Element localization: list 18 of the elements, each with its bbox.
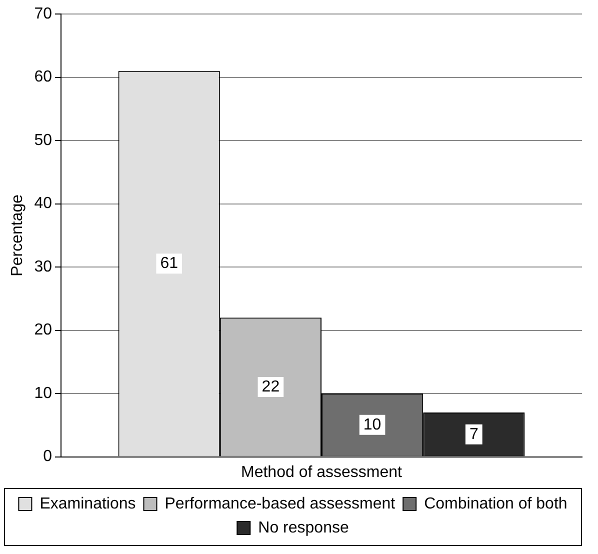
y-tick-label: 70 [34, 5, 52, 22]
data-label: 7 [469, 426, 478, 443]
y-tick-label: 30 [34, 258, 52, 276]
y-tick-label: 10 [34, 384, 52, 402]
y-tick-label: 50 [34, 132, 52, 149]
legend-label: No response [258, 519, 349, 536]
legend-label: Performance-based assessment [164, 495, 396, 512]
data-label: 61 [160, 255, 178, 272]
data-label: 10 [363, 416, 382, 434]
data-label: 22 [262, 378, 280, 396]
y-tick-label: 40 [34, 195, 52, 212]
y-axis-title: Percentage [9, 194, 26, 276]
y-tick-label: 20 [34, 322, 52, 339]
y-tick-label: 60 [34, 68, 52, 86]
y-tick-label: 0 [43, 448, 52, 466]
legend-label: Examinations [40, 495, 136, 512]
x-tick-label: Method of assessment [241, 464, 403, 481]
legend-label: Combination of both [424, 495, 568, 512]
